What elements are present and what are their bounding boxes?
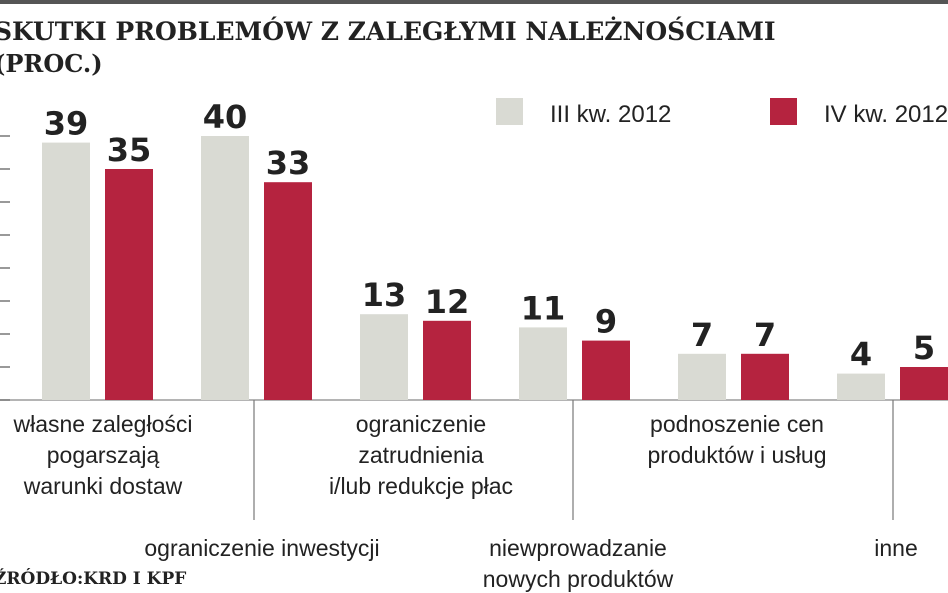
legend: III kw. 2012 IV kw. 2012 [496,98,948,128]
bar [105,169,153,400]
data-label: 4 [850,336,872,374]
legend-entry: IV kw. 2012 [824,101,948,128]
category-dividers [253,400,894,520]
bar [900,367,948,400]
tick-label: ograniczenie zatrudnienia i/lub redukcje p… [329,411,513,499]
bar [837,373,885,400]
bar [423,320,471,400]
top-rule [0,0,948,4]
data-label: 33 [266,144,311,182]
bar [582,340,630,400]
chart-subtitle: (PROC.) [0,49,103,78]
legend-swatch [770,98,797,125]
bars-group [42,136,948,400]
tick-label: własne zaległości pogarszają warunki dosta… [13,411,193,499]
bar [741,353,789,400]
bar [201,136,249,400]
bar [360,314,408,400]
legend-swatch [496,98,523,125]
bar [678,353,726,400]
bar [519,327,567,400]
data-label: 11 [521,289,566,327]
tick-label: inne [874,535,917,561]
data-label: 9 [595,303,617,341]
data-label: 13 [362,276,407,314]
data-label: 39 [44,105,89,143]
chart-title: SKUTKI PROBLEMÓW Z ZALEGŁYMI NALEŻNOŚCIA… [0,17,776,46]
value-labels-group: 39 40 13 11 7 4 35 33 12 9 7 5 [44,98,935,374]
data-label: 12 [425,283,470,321]
y-axis-ticks [0,135,10,401]
bar [264,182,312,400]
tick-label: ograniczenie inwestycji [144,535,379,561]
data-label: 7 [691,316,713,354]
tick-label: niewprowadzanie nowych produktów [483,535,674,592]
tick-label: podnoszenie cen produktów i usług [648,411,827,468]
source-note: ŹRÓDŁO:KRD I KPF [0,568,186,589]
legend-entry: III kw. 2012 [550,101,671,128]
data-label: 5 [913,329,935,367]
bar [42,142,90,400]
data-label: 40 [203,98,248,136]
category-labels-group: własne zaległości pogarszają warunki dosta… [13,411,918,592]
data-label: 35 [107,131,152,169]
data-label: 7 [754,316,776,354]
